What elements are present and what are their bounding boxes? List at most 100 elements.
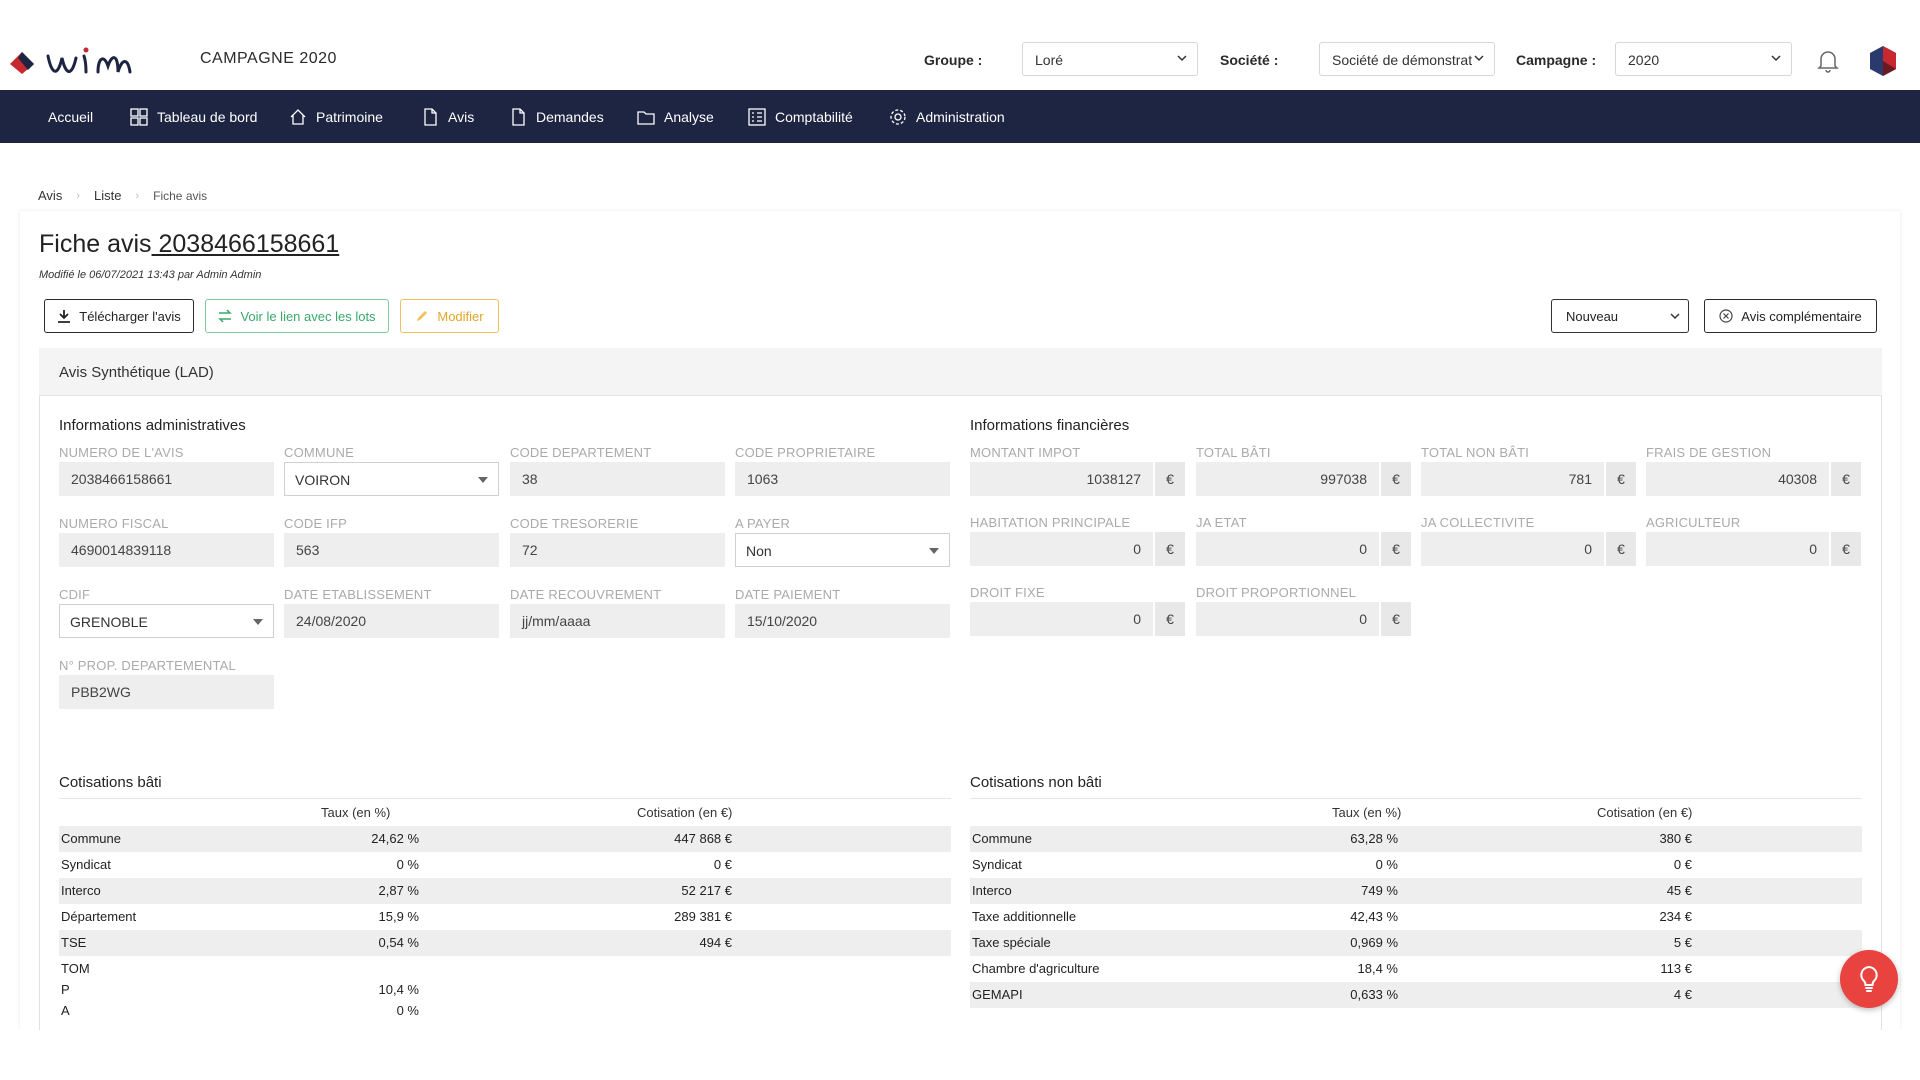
modified-info: Modifié le 06/07/2021 13:43 par Admin Ad… bbox=[39, 269, 262, 281]
nav-patrimoine[interactable]: Patrimoine bbox=[289, 90, 383, 143]
close-circle-icon bbox=[1719, 309, 1733, 323]
nav-comptabilite[interactable]: Comptabilité bbox=[748, 90, 853, 143]
bell-icon[interactable] bbox=[1816, 48, 1840, 74]
code-proprietaire-label: CODE PROPRIETAIRE bbox=[735, 445, 876, 460]
gear-icon bbox=[890, 108, 906, 125]
nav-avis[interactable]: Avis bbox=[421, 90, 474, 143]
prop-departemental-field[interactable]: PBB2WG bbox=[59, 675, 274, 709]
ja-etat-field[interactable]: 0 € bbox=[1196, 532, 1411, 566]
group-select[interactable]: Loré bbox=[1022, 42, 1198, 76]
page-title-number[interactable]: 2038466158661 bbox=[151, 230, 340, 258]
row-amount: 0 € bbox=[1673, 857, 1692, 872]
code-proprietaire-field[interactable]: 1063 bbox=[735, 462, 950, 496]
page-title: Fiche avis 2038466158661 bbox=[39, 230, 339, 259]
total-non-bati-field[interactable]: 781 € bbox=[1421, 462, 1636, 496]
droit-fixe-label: DROIT FIXE bbox=[970, 585, 1045, 600]
commune-select[interactable]: VOIRON bbox=[284, 462, 499, 496]
help-button[interactable] bbox=[1840, 950, 1898, 1008]
frais-gestion-field[interactable]: 40308 € bbox=[1646, 462, 1861, 496]
code-tresorerie-field[interactable]: 72 bbox=[510, 533, 725, 567]
row-name: Commune bbox=[972, 831, 1032, 846]
breadcrumb-avis[interactable]: Avis bbox=[38, 188, 63, 203]
table-row: TSE 0,54 % 494 € bbox=[59, 930, 951, 956]
campaign-select[interactable]: 2020 bbox=[1615, 42, 1792, 76]
nav-accueil[interactable]: Accueil bbox=[48, 90, 93, 143]
table-row: Interco 2,87 % 52 217 € bbox=[59, 878, 951, 904]
code-ifp-label: CODE IFP bbox=[284, 516, 347, 531]
frais-gestion-value: 40308 bbox=[1646, 462, 1829, 496]
habitation-principale-field[interactable]: 0 € bbox=[970, 532, 1185, 566]
row-rate: 0 % bbox=[1375, 857, 1398, 872]
page-title-prefix: Fiche avis bbox=[39, 230, 152, 258]
nav-tableau-de-bord[interactable]: Tableau de bord bbox=[130, 90, 257, 143]
table-row: Commune 24,62 % 447 868 € bbox=[59, 826, 951, 852]
complementary-label: Avis complémentaire bbox=[1741, 308, 1862, 324]
montant-impot-label: MONTANT IMPOT bbox=[970, 445, 1081, 460]
caret-down-icon bbox=[253, 619, 263, 625]
row-name: P bbox=[61, 982, 70, 997]
bati-table: Taux (en %) Cotisation (en €) Commune 24… bbox=[59, 795, 951, 1035]
date-etablissement-field[interactable]: 24/08/2020 bbox=[284, 604, 499, 638]
row-amount: 289 381 € bbox=[674, 909, 732, 924]
nav-demandes[interactable]: Demandes bbox=[509, 90, 604, 143]
complementary-button[interactable]: Avis complémentaire bbox=[1704, 299, 1877, 333]
nav-label: Administration bbox=[916, 108, 1005, 125]
euro-symbol: € bbox=[1606, 462, 1636, 496]
nav-label: Patrimoine bbox=[316, 108, 383, 125]
nav-label: Comptabilité bbox=[775, 108, 853, 125]
bati-rate-header: Taux (en %) bbox=[321, 805, 391, 820]
non-bati-table: Taux (en %) Cotisation (en €) Commune 63… bbox=[970, 795, 1862, 1015]
euro-symbol: € bbox=[1155, 532, 1185, 566]
droit-proportionnel-value: 0 bbox=[1196, 602, 1379, 636]
table-row: Taxe additionnelle 42,43 % 234 € bbox=[970, 904, 1862, 930]
code-departement-field[interactable]: 38 bbox=[510, 462, 725, 496]
nav-analyse[interactable]: Analyse bbox=[637, 90, 714, 143]
droit-fixe-value: 0 bbox=[970, 602, 1153, 636]
droit-proportionnel-field[interactable]: 0 € bbox=[1196, 602, 1411, 636]
download-icon bbox=[58, 310, 71, 323]
breadcrumb-liste[interactable]: Liste bbox=[94, 188, 122, 203]
row-rate: 0,54 % bbox=[378, 935, 419, 950]
link-lots-button[interactable]: Voir le lien avec les lots bbox=[205, 299, 389, 333]
row-amount: 380 € bbox=[1659, 831, 1692, 846]
agriculteur-value: 0 bbox=[1646, 532, 1829, 566]
download-button[interactable]: Télécharger l'avis bbox=[44, 299, 194, 333]
commune-label: COMMUNE bbox=[284, 445, 355, 460]
total-bati-field[interactable]: 997038 € bbox=[1196, 462, 1411, 496]
avatar[interactable] bbox=[1868, 44, 1898, 78]
row-rate: 24,62 % bbox=[371, 831, 419, 846]
ja-collectivite-field[interactable]: 0 € bbox=[1421, 532, 1636, 566]
bottom-area bbox=[0, 1030, 1920, 1080]
agriculteur-label: AGRICULTEUR bbox=[1646, 515, 1741, 530]
nav-administration[interactable]: Administration bbox=[889, 90, 1005, 143]
status-select[interactable]: Nouveau bbox=[1551, 299, 1689, 333]
row-name: GEMAPI bbox=[972, 987, 1023, 1002]
row-rate: 0,969 % bbox=[1350, 935, 1398, 950]
droit-fixe-field[interactable]: 0 € bbox=[970, 602, 1185, 636]
cdif-select[interactable]: GRENOBLE bbox=[59, 604, 274, 638]
agriculteur-field[interactable]: 0 € bbox=[1646, 532, 1861, 566]
code-ifp-field[interactable]: 563 bbox=[284, 533, 499, 567]
caret-down-icon bbox=[929, 548, 939, 554]
app-logo[interactable] bbox=[8, 44, 168, 78]
company-select[interactable]: Société de démonstrat bbox=[1319, 42, 1495, 76]
numero-avis-field[interactable]: 2038466158661 bbox=[59, 462, 274, 496]
row-name: A bbox=[61, 1003, 70, 1018]
table-row: Commune 63,28 % 380 € bbox=[970, 826, 1862, 852]
numero-fiscal-field[interactable]: 4690014839118 bbox=[59, 533, 274, 567]
row-name: TOM bbox=[61, 961, 90, 976]
date-recouvrement-field[interactable]: jj/mm/aaaa bbox=[510, 604, 725, 638]
droit-proportionnel-label: DROIT PROPORTIONNEL bbox=[1196, 585, 1357, 600]
a-payer-select[interactable]: Non bbox=[735, 533, 950, 567]
row-name: Syndicat bbox=[972, 857, 1022, 872]
non-bati-rate-header: Taux (en %) bbox=[1332, 805, 1402, 820]
cdif-label: CDIF bbox=[59, 587, 91, 602]
ja-etat-label: JA ETAT bbox=[1196, 515, 1247, 530]
total-non-bati-label: TOTAL NON BÂTI bbox=[1421, 445, 1530, 460]
date-paiement-field[interactable]: 15/10/2020 bbox=[735, 604, 950, 638]
row-rate: 749 % bbox=[1361, 883, 1398, 898]
campaign-title: CAMPAGNE 2020 bbox=[200, 50, 337, 67]
table-row: Interco 749 % 45 € bbox=[970, 878, 1862, 904]
edit-button[interactable]: Modifier bbox=[400, 299, 499, 333]
montant-impot-field[interactable]: 1038127 € bbox=[970, 462, 1185, 496]
